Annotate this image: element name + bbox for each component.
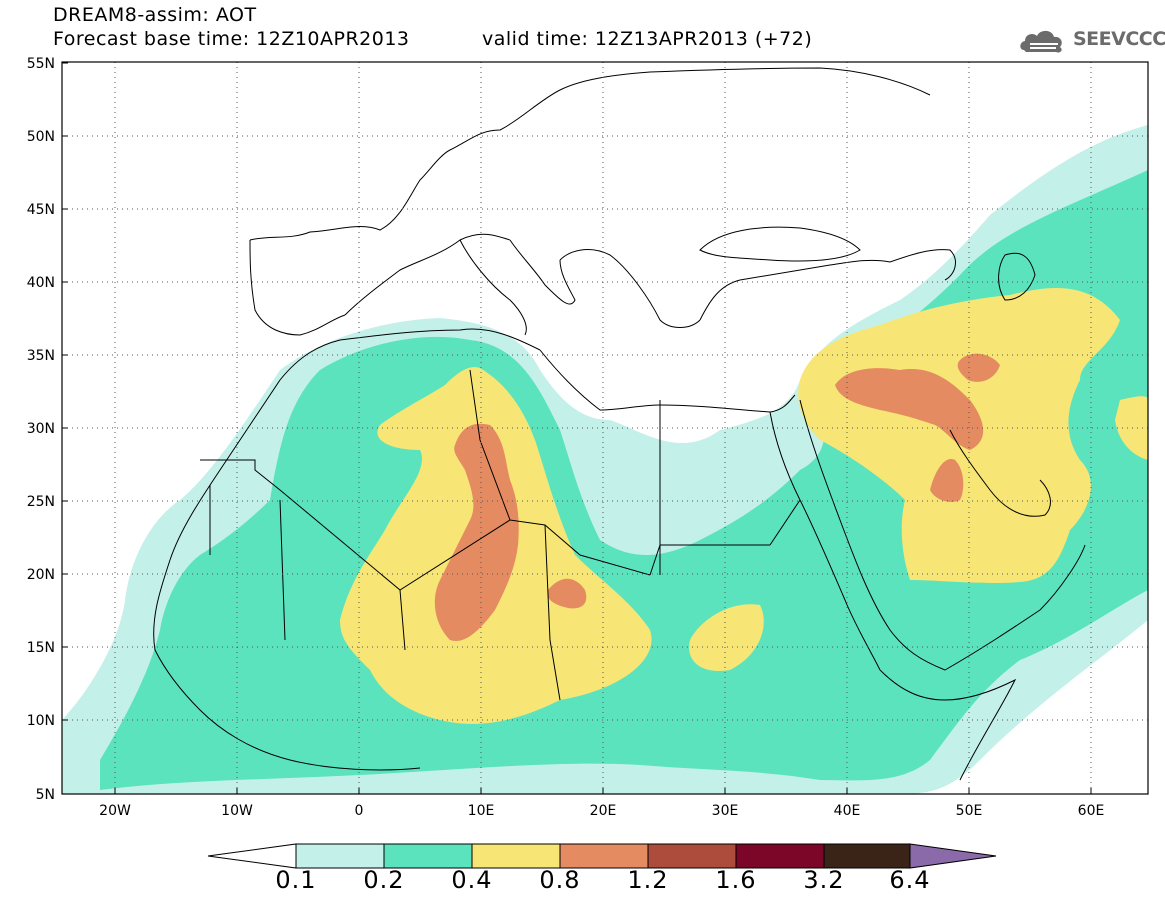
colorbar-segment-0.4 — [471, 843, 561, 869]
coastlines — [153, 67, 1086, 781]
longitude-labels: 20W 10W 0 10E 20E 30E 40E 50E 60E — [99, 803, 1104, 819]
colorbar-lower-arrow — [207, 843, 297, 869]
seevccc-logo — [1020, 30, 1062, 53]
lat-label-55n: 55N — [27, 56, 55, 72]
lon-label-0: 0 — [355, 803, 364, 819]
lon-label-20w: 20W — [99, 803, 131, 819]
valid-time: valid time: 12Z13APR2013 (+72) — [482, 28, 813, 50]
colorbar — [207, 843, 997, 869]
lat-label-5n: 5N — [36, 787, 55, 803]
axis-ticks — [62, 62, 1092, 794]
lat-label-10n: 10N — [27, 713, 55, 729]
legend-label-0.2: 0.2 — [363, 866, 405, 894]
lon-label-60e: 60E — [1078, 803, 1105, 819]
legend-label-3.2: 3.2 — [803, 866, 845, 894]
legend-label-6.4: 6.4 — [889, 866, 931, 894]
lon-label-30e: 30E — [712, 803, 739, 819]
plot-area — [62, 62, 1148, 794]
forecast-base-time: Forecast base time: 12Z10APR2013 — [53, 28, 410, 50]
colorbar-segment-1.6 — [735, 843, 825, 869]
lon-label-50e: 50E — [956, 803, 983, 819]
map-title: DREAM8-assim: AOT — [53, 4, 257, 26]
legend-label-0.8: 0.8 — [539, 866, 581, 894]
legend-label-1.6: 1.6 — [715, 866, 757, 894]
graticule — [62, 62, 1148, 794]
logo-text: SEEVCCC — [1073, 28, 1165, 50]
colorbar-segment-1.2 — [647, 843, 737, 869]
legend-label-0.1: 0.1 — [275, 866, 317, 894]
lon-label-20e: 20E — [590, 803, 617, 819]
lat-label-45n: 45N — [27, 202, 55, 218]
legend-label-1.2: 1.2 — [627, 866, 669, 894]
lon-label-40e: 40E — [834, 803, 861, 819]
legend-label-0.4: 0.4 — [451, 866, 493, 894]
latitude-labels: 55N 50N 45N 40N 35N 30N 25N 20N 15N 10N … — [27, 56, 55, 803]
lat-label-35n: 35N — [27, 348, 55, 364]
colorbar-segment-3.2 — [823, 843, 911, 869]
lat-label-20n: 20N — [27, 567, 55, 583]
colorbar-upper-arrow — [909, 843, 997, 869]
cloud-icon — [1020, 30, 1062, 53]
lat-label-50n: 50N — [27, 129, 55, 145]
lat-label-15n: 15N — [27, 640, 55, 656]
lon-label-10w: 10W — [221, 803, 253, 819]
colorbar-segment-0.8 — [559, 843, 649, 869]
lat-label-30n: 30N — [27, 421, 55, 437]
colorbar-segment-0.1 — [295, 843, 385, 869]
lat-label-40n: 40N — [27, 275, 55, 291]
lon-label-10e: 10E — [468, 803, 495, 819]
lat-label-25n: 25N — [27, 494, 55, 510]
colorbar-segment-0.2 — [383, 843, 473, 869]
aot-contour-0.8 — [434, 353, 1000, 641]
